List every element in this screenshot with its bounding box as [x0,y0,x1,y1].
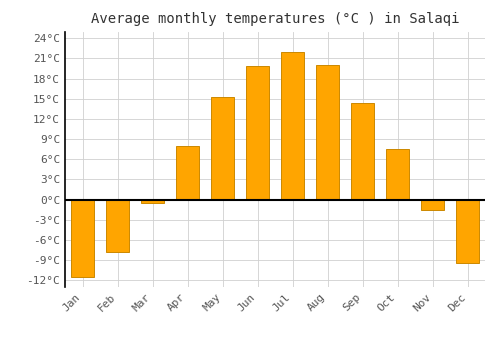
Title: Average monthly temperatures (°C ) in Salaqi: Average monthly temperatures (°C ) in Sa… [91,12,459,26]
Bar [141,199,164,203]
Bar [281,52,304,200]
Bar [176,146,199,199]
Bar [71,199,94,277]
Bar [421,199,444,210]
Bar [106,199,129,252]
Bar [456,199,479,264]
Bar [386,149,409,199]
Bar [246,66,269,199]
Bar [211,97,234,200]
Bar [351,104,374,200]
Bar [316,65,339,199]
